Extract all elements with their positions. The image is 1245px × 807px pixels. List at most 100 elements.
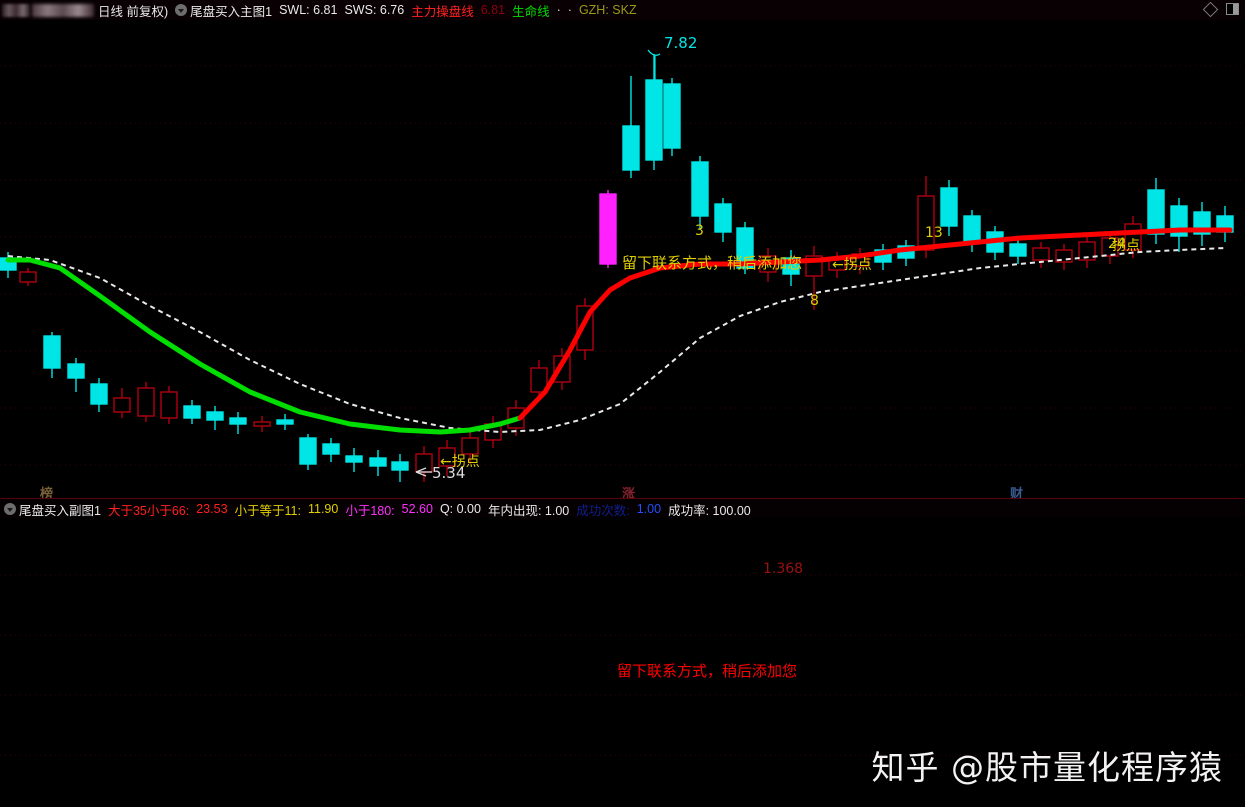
candle-10[interactable] xyxy=(229,412,247,434)
candle-body xyxy=(1032,247,1050,261)
candle-17[interactable] xyxy=(391,454,409,482)
candle-23[interactable] xyxy=(530,360,548,400)
redacted-block-1 xyxy=(2,3,30,17)
candle-15[interactable] xyxy=(345,448,363,472)
sub-dropdown-circle-icon[interactable] xyxy=(4,503,16,515)
candle-body xyxy=(183,405,201,419)
candle-29[interactable] xyxy=(663,78,681,156)
candle-3[interactable] xyxy=(67,358,85,392)
candle-50[interactable] xyxy=(1147,178,1165,244)
candle-body xyxy=(137,387,155,417)
candle-51[interactable] xyxy=(1170,198,1188,252)
candle-1[interactable] xyxy=(19,268,37,286)
candle-body xyxy=(1147,189,1165,235)
candle-52[interactable] xyxy=(1193,202,1211,246)
watermark-text: 知乎 @股市量化程序猿 xyxy=(871,748,1223,787)
diamond-icon[interactable] xyxy=(1202,1,1219,17)
main-indicator-name[interactable]: 尾盘买入主图1 xyxy=(190,4,273,19)
sub-chart-svg[interactable]: 1.368 留下联系方式，稍后添加您 xyxy=(0,518,1245,807)
candle-body xyxy=(736,227,754,269)
candle-41[interactable] xyxy=(940,180,958,236)
candle-30[interactable] xyxy=(691,156,709,230)
candle-body xyxy=(1078,241,1096,261)
candle-body xyxy=(1101,237,1119,257)
candle-16[interactable] xyxy=(369,450,387,476)
candle-13[interactable] xyxy=(299,434,317,470)
candle-body xyxy=(206,411,224,421)
candle-body xyxy=(43,335,61,369)
ma-slow-line xyxy=(7,247,1226,434)
candle-46[interactable] xyxy=(1055,244,1073,270)
candle-19[interactable] xyxy=(438,440,456,476)
candle-body xyxy=(322,443,340,455)
gzh-prefix: · xyxy=(567,3,572,17)
candle-body xyxy=(438,447,456,467)
candle-body xyxy=(1009,243,1027,257)
candle-body xyxy=(622,125,640,171)
candle-14[interactable] xyxy=(322,438,340,462)
bottom-mark-1: 涨 xyxy=(622,486,636,501)
candle-8[interactable] xyxy=(183,400,201,424)
high-price-label: 7.82 xyxy=(664,34,697,52)
candle-38[interactable] xyxy=(874,244,892,270)
candle-31[interactable] xyxy=(714,198,732,242)
low-price-label: 5.34 xyxy=(432,464,465,482)
candle-44[interactable] xyxy=(1009,236,1027,264)
candle-28[interactable] xyxy=(645,54,663,170)
gt35lt66-label: 大于35小于66: xyxy=(107,503,190,518)
candle-body xyxy=(113,397,131,413)
main-chart-panel[interactable]: 7.82 5.34 ←拐点 ←拐点 24 拐点 3 8 13 留下联系方式，稍后添加您 榜 涨 财 xyxy=(0,20,1245,501)
candle-12[interactable] xyxy=(276,414,294,430)
candle-47[interactable] xyxy=(1078,236,1096,268)
dropdown-circle-icon[interactable] xyxy=(175,4,188,16)
candle-40[interactable] xyxy=(917,176,935,258)
candle-5[interactable] xyxy=(113,388,131,418)
candle-body xyxy=(645,79,663,161)
le11-value: 11.90 xyxy=(307,502,339,516)
candle-2[interactable] xyxy=(43,332,61,378)
candle-21[interactable] xyxy=(484,416,502,448)
year-occurrence: 年内出现: 1.00 xyxy=(487,503,570,518)
candle-7[interactable] xyxy=(160,386,178,424)
candle-11[interactable] xyxy=(253,416,271,432)
candle-body xyxy=(19,271,37,283)
candle-6[interactable] xyxy=(137,382,155,422)
q-value: Q: 0.00 xyxy=(439,502,481,516)
candle-9[interactable] xyxy=(206,406,224,430)
titlebar-icons xyxy=(1202,1,1239,17)
ma-fast-line-down xyxy=(5,257,523,435)
candle-27[interactable] xyxy=(622,76,640,178)
candle-20[interactable] xyxy=(461,430,479,464)
candle-body xyxy=(67,363,85,379)
sub-chart-titlebar: 尾盘买入副图1 大于35小于66: 23.53 小于等于11: 11.90 小于… xyxy=(0,498,1245,520)
candle-39[interactable] xyxy=(897,240,915,266)
candle-24[interactable] xyxy=(553,348,571,390)
candle-45[interactable] xyxy=(1032,242,1050,268)
gt35lt66-value: 23.53 xyxy=(196,502,228,516)
candle-body xyxy=(369,457,387,467)
turning-point-right-label: 拐点 xyxy=(1112,238,1140,254)
candle-48[interactable] xyxy=(1101,232,1119,264)
low-pointer-arrow xyxy=(415,467,427,477)
sub-chart-panel[interactable]: 1.368 留下联系方式，稍后添加您 知乎 @股市量化程序猿 xyxy=(0,518,1245,807)
candle-4[interactable] xyxy=(90,378,108,412)
candle-26[interactable] xyxy=(599,190,617,268)
success-count-value: 1.00 xyxy=(636,502,662,516)
redacted-block-2 xyxy=(32,3,94,17)
sub-indicator-name[interactable]: 尾盘买入副图1 xyxy=(19,503,101,518)
sws-value: SWS: 6.76 xyxy=(344,3,405,17)
candle-body xyxy=(90,383,108,405)
candle-body xyxy=(663,83,681,149)
candle-body xyxy=(299,437,317,465)
window-icon[interactable] xyxy=(1226,3,1239,15)
candle-body xyxy=(917,195,935,251)
contact-annotation-main: 留下联系方式，稍后添加您 xyxy=(622,254,802,272)
candle-18[interactable] xyxy=(415,446,433,482)
candle-0[interactable] xyxy=(0,252,17,278)
count-3-label: 3 xyxy=(695,223,704,239)
candle-body xyxy=(345,455,363,463)
swl-value: SWL: 6.81 xyxy=(279,3,338,17)
candle-body xyxy=(691,161,709,217)
candle-body xyxy=(160,391,178,419)
